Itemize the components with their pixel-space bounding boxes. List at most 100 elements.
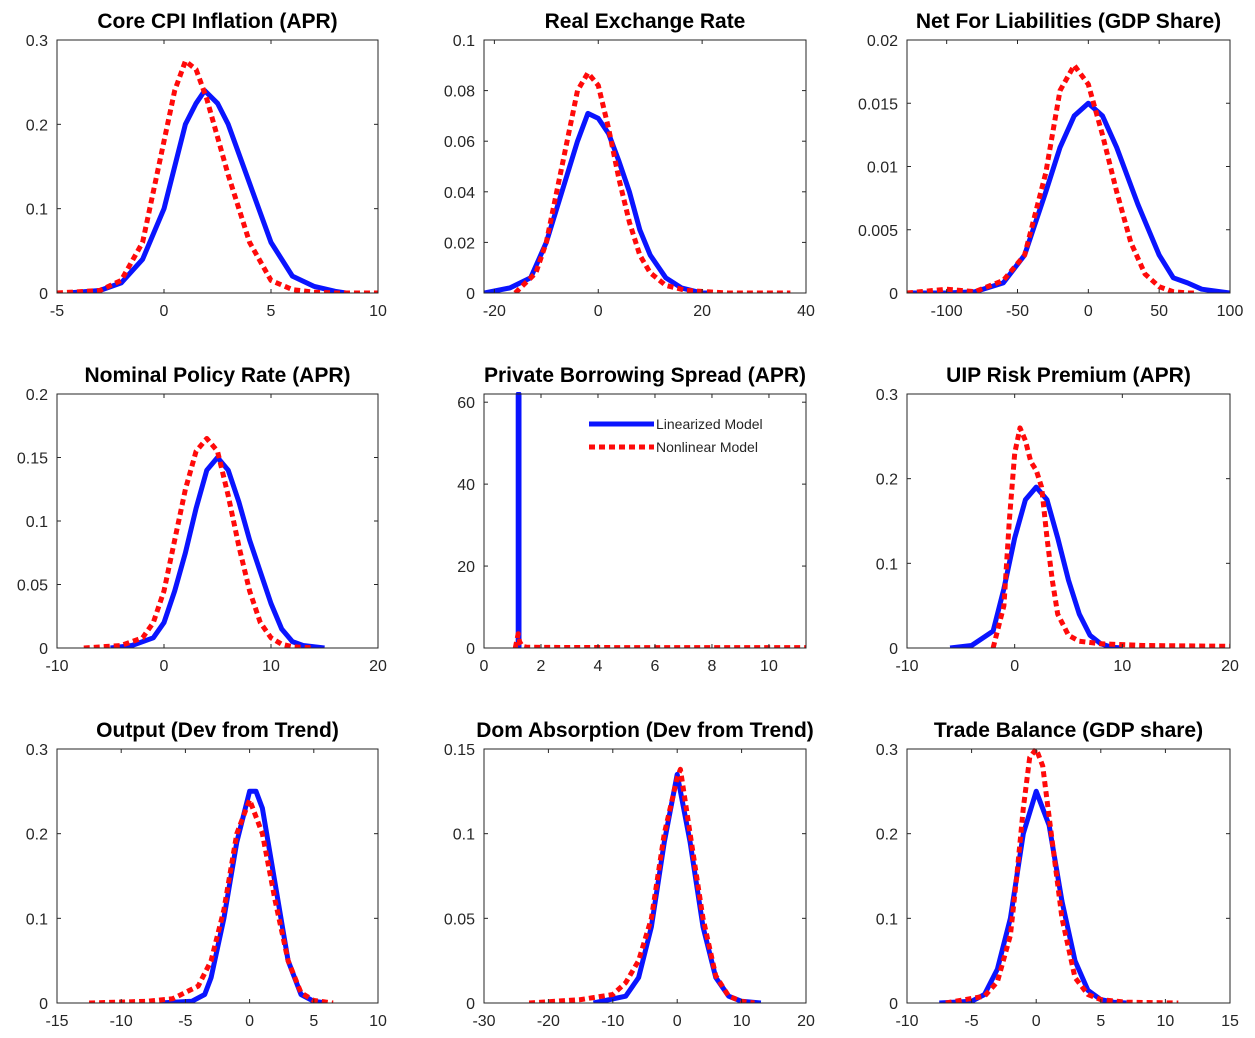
x-tick-label: 0 xyxy=(673,1013,682,1030)
y-tick-label: 0.3 xyxy=(26,33,48,50)
chart-title: Core CPI Inflation (APR) xyxy=(97,10,337,33)
y-tick-label: 0.1 xyxy=(453,33,475,50)
legend-label-nonlinear: Nonlinear Model xyxy=(656,439,758,455)
x-tick-label: -15 xyxy=(45,1013,68,1030)
y-tick-label: 0.3 xyxy=(876,387,898,404)
y-tick-label: 0.04 xyxy=(444,185,475,202)
chart-title: Trade Balance (GDP share) xyxy=(934,719,1203,742)
y-tick-label: 60 xyxy=(457,395,475,412)
y-tick-label: 0 xyxy=(889,286,898,303)
y-tick-label: 0.2 xyxy=(26,117,48,134)
y-tick-label: 0.06 xyxy=(444,134,475,151)
x-tick-label: 8 xyxy=(708,658,717,675)
subplot-9: -10 -5 0 5 10 15 0 0.1 0.2 0.3 Trade Balance (GDP … xyxy=(876,719,1239,1030)
y-tick-label: 0 xyxy=(39,641,48,658)
y-tick-label: 0.1 xyxy=(26,514,48,531)
y-tick-label: 0 xyxy=(466,286,475,303)
y-tick-label: 0.15 xyxy=(17,451,48,468)
y-tick-label: 0 xyxy=(39,996,48,1013)
chart-title: Real Exchange Rate xyxy=(545,10,746,33)
subplot-7: -15 -10 -5 0 5 10 0 0.1 0.2 0.3 Output (Dev from T… xyxy=(26,719,387,1030)
y-tick-label: 0.15 xyxy=(444,742,475,759)
chart-title: Dom Absorption (Dev from Trend) xyxy=(476,719,814,742)
chart-title: Output (Dev from Trend) xyxy=(96,719,339,742)
x-tick-label: 4 xyxy=(594,658,603,675)
x-tick-label: 5 xyxy=(309,1013,318,1030)
chart-title: UIP Risk Premium (APR) xyxy=(946,364,1191,387)
x-tick-label: -10 xyxy=(601,1013,624,1030)
nonlinear-model-line xyxy=(83,436,314,648)
x-tick-label: 15 xyxy=(1221,1013,1239,1030)
y-tick-label: 0.3 xyxy=(876,742,898,759)
linearized-model-line xyxy=(939,788,1127,1003)
x-tick-label: -20 xyxy=(483,303,506,320)
x-tick-label: -10 xyxy=(110,1013,133,1030)
y-tick-label: 0.1 xyxy=(453,827,475,844)
nonlinear-model-line xyxy=(907,62,1195,293)
x-tick-label: -30 xyxy=(472,1013,495,1030)
x-tick-label: 50 xyxy=(1150,303,1168,320)
axes-frame xyxy=(483,39,807,294)
x-tick-label: 0 xyxy=(594,303,603,320)
y-tick-label: 0 xyxy=(466,641,475,658)
x-tick-label: -5 xyxy=(50,303,64,320)
x-tick-label: -5 xyxy=(964,1013,978,1030)
x-tick-label: 10 xyxy=(369,1013,387,1030)
y-tick-label: 20 xyxy=(457,559,475,576)
x-tick-label: 0 xyxy=(1010,658,1019,675)
nonlinear-model-line xyxy=(528,766,755,1003)
chart-title: Private Borrowing Spread (APR) xyxy=(484,364,806,387)
y-tick-label: 0.2 xyxy=(876,827,898,844)
x-tick-label: 10 xyxy=(262,658,280,675)
axes-frame xyxy=(906,748,1231,1004)
y-tick-label: 0 xyxy=(889,641,898,658)
linearized-model-line xyxy=(907,100,1230,293)
linearized-model-line xyxy=(515,392,522,648)
x-tick-label: 20 xyxy=(693,303,711,320)
x-tick-label: 0 xyxy=(480,658,489,675)
x-tick-label: 5 xyxy=(267,303,276,320)
axes-frame xyxy=(906,393,1231,649)
x-tick-label: 0 xyxy=(160,658,169,675)
legend: Linearized Model Nonlinear Model xyxy=(589,416,763,455)
x-tick-label: 0 xyxy=(245,1013,254,1030)
y-tick-label: 0.015 xyxy=(858,96,898,113)
x-tick-label: -100 xyxy=(931,303,963,320)
x-tick-label: 100 xyxy=(1217,303,1244,320)
linearized-model-line xyxy=(67,88,347,293)
x-tick-label: 2 xyxy=(537,658,546,675)
linearized-model-line xyxy=(484,110,713,293)
x-tick-label: -20 xyxy=(537,1013,560,1030)
chart-title: Net For Liabilities (GDP Share) xyxy=(916,10,1221,33)
nonlinear-model-line xyxy=(990,425,1230,648)
x-tick-label: -10 xyxy=(45,658,68,675)
subplot-2: -20 0 20 40 0 0.02 0.04 0.06 0.08 0.1 Real Exchang… xyxy=(444,10,815,320)
nonlinear-model-line xyxy=(89,797,334,1003)
nonlinear-model-line xyxy=(945,747,1179,1003)
subplot-5: 0 2 4 6 8 10 0 20 40 60 Private Borrowing Spread (… xyxy=(457,364,807,675)
x-tick-label: -10 xyxy=(895,658,918,675)
legend-label-linear: Linearized Model xyxy=(656,416,763,432)
linearized-model-line xyxy=(949,484,1123,648)
y-tick-label: 0.3 xyxy=(26,742,48,759)
y-tick-label: 0.005 xyxy=(858,223,898,240)
y-tick-label: 0.1 xyxy=(26,911,48,928)
y-tick-label: 0.08 xyxy=(444,84,475,101)
y-tick-label: 0.2 xyxy=(26,827,48,844)
y-tick-label: 0.1 xyxy=(26,202,48,219)
x-tick-label: 10 xyxy=(733,1013,751,1030)
x-tick-label: 5 xyxy=(1096,1013,1105,1030)
axes-frame xyxy=(56,39,379,294)
y-tick-label: 0 xyxy=(889,996,898,1013)
y-tick-label: 0 xyxy=(39,286,48,303)
x-tick-label: -50 xyxy=(1006,303,1029,320)
y-tick-label: 0.02 xyxy=(444,235,475,252)
axes-frame xyxy=(56,393,379,649)
x-tick-label: 20 xyxy=(1221,658,1239,675)
y-tick-label: 0.05 xyxy=(444,911,475,928)
chart-title: Nominal Policy Rate (APR) xyxy=(84,364,350,387)
